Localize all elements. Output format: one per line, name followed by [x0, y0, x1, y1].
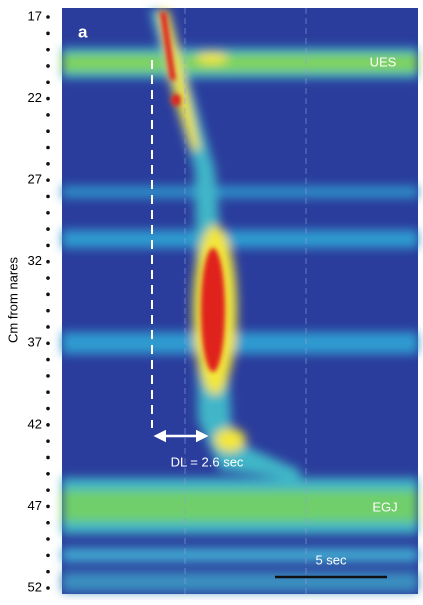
- minor-tick: [46, 64, 50, 68]
- minor-tick: [46, 537, 50, 541]
- minor-tick: [46, 553, 50, 558]
- minor-tick: [46, 276, 50, 280]
- minor-tick: [46, 374, 50, 378]
- y-tick-label: 42: [28, 416, 42, 431]
- y-tick-label: 27: [28, 172, 42, 187]
- minor-tick: [46, 194, 50, 199]
- minor-tick: [46, 80, 50, 85]
- annotation: DL = 2.6 sec: [171, 454, 244, 469]
- minor-tick: [46, 31, 50, 36]
- minor-tick: [46, 357, 50, 362]
- y-axis-label: Cm from nares: [5, 257, 20, 343]
- annotation: UES: [370, 54, 397, 69]
- heatmap: [62, 8, 418, 594]
- minor-tick: [46, 325, 50, 329]
- annotation: EGJ: [372, 499, 397, 514]
- minor-tick: [46, 472, 50, 476]
- y-tick-label: 22: [28, 90, 42, 105]
- y-tick-label: 17: [28, 8, 42, 23]
- tick-mark: [46, 586, 50, 590]
- minor-tick: [46, 113, 50, 117]
- minor-tick: [46, 520, 50, 525]
- minor-tick: [46, 390, 50, 395]
- minor-tick: [46, 145, 50, 150]
- tick-mark: [46, 15, 50, 19]
- minor-tick: [46, 47, 50, 52]
- minor-tick: [46, 162, 50, 166]
- panel-label: a: [78, 22, 88, 41]
- minor-tick: [46, 569, 50, 574]
- y-tick-label: 52: [28, 579, 42, 594]
- annotation: 5 sec: [315, 552, 347, 567]
- tick-mark: [46, 423, 50, 427]
- y-tick-label: 37: [28, 335, 42, 350]
- tick-mark: [46, 178, 50, 182]
- minor-tick: [46, 406, 50, 411]
- tick-mark: [46, 504, 50, 509]
- tick-mark: [46, 259, 50, 264]
- tick-mark: [46, 96, 50, 101]
- minor-tick: [46, 129, 50, 133]
- minor-tick: [46, 210, 50, 215]
- minor-tick: [46, 455, 50, 460]
- y-tick-label: 47: [28, 498, 42, 513]
- minor-tick: [46, 439, 50, 443]
- minor-tick: [46, 243, 50, 248]
- tick-mark: [46, 341, 50, 346]
- minor-tick: [46, 292, 50, 297]
- minor-tick: [46, 227, 50, 231]
- minor-tick: [46, 488, 50, 492]
- y-tick-label: 32: [28, 253, 42, 268]
- minor-tick: [46, 308, 50, 313]
